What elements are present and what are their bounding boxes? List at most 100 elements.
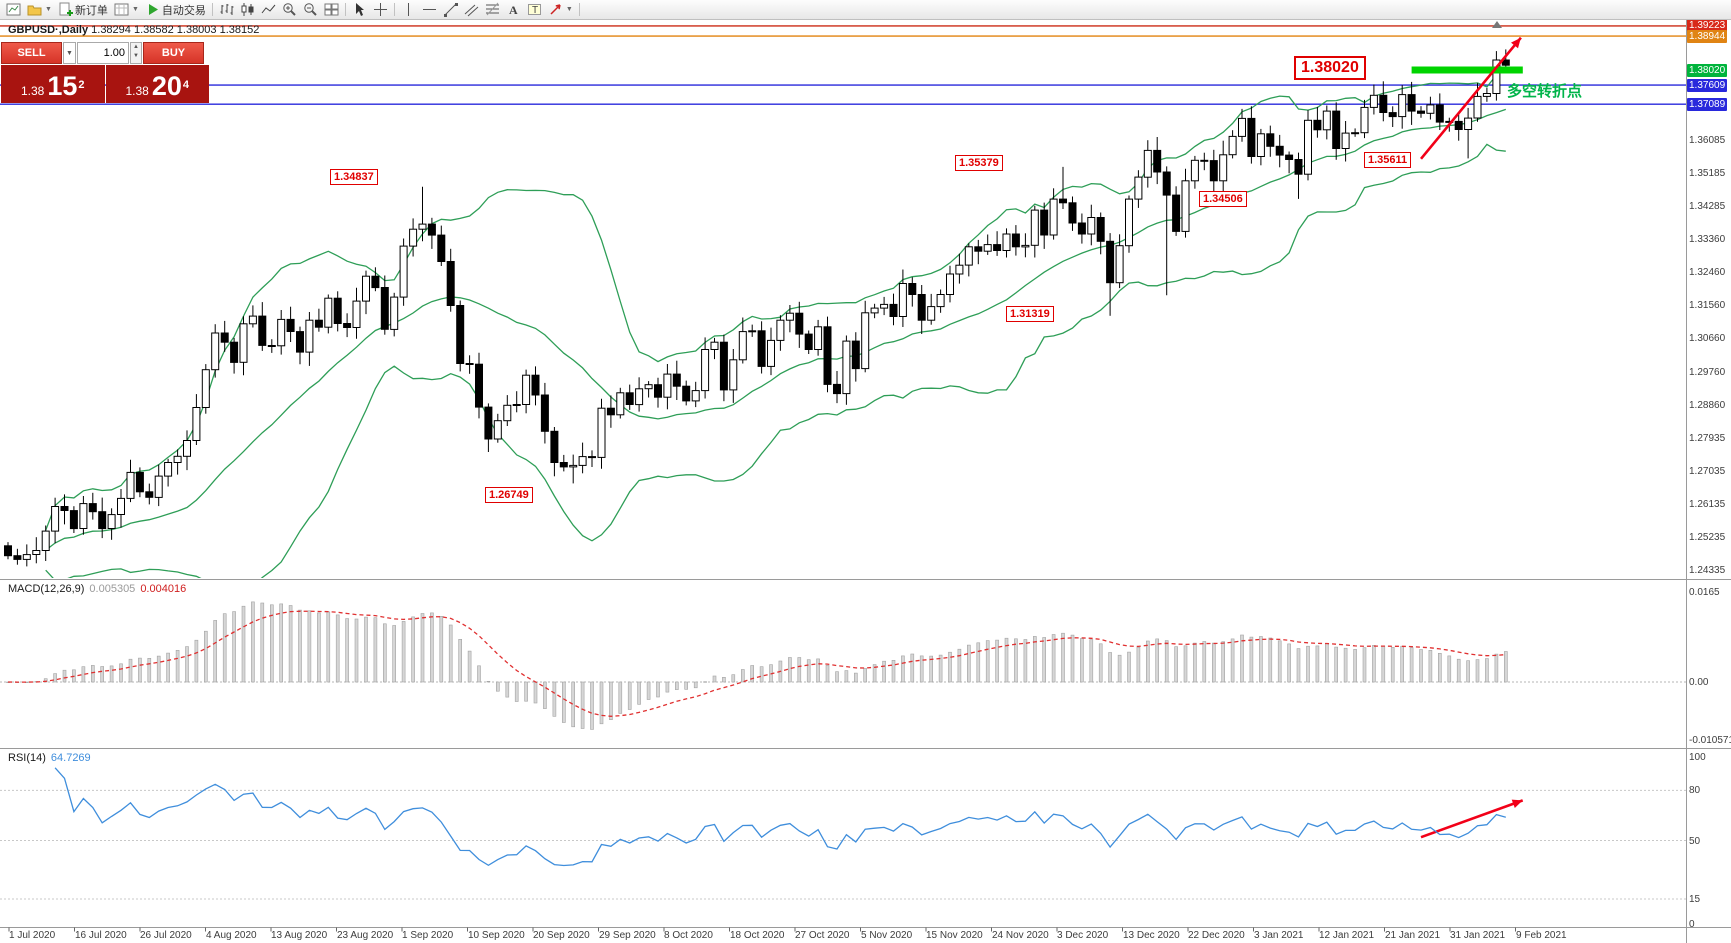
trendline-icon [443, 3, 458, 17]
price-axis-tick: 1.24335 [1689, 565, 1726, 576]
cursor-button[interactable] [349, 0, 370, 19]
horizontal-line-button[interactable] [419, 0, 440, 19]
price-annotation[interactable]: 1.31319 [1006, 306, 1054, 322]
rsi-indicator [0, 767, 1686, 900]
svg-text:A: A [509, 3, 518, 17]
horizontal-level-lines[interactable] [0, 25, 1686, 105]
sell-big-figure: 1.38 [20, 84, 45, 98]
new-order-button[interactable]: 新订单 [55, 0, 111, 19]
turning-point-label[interactable]: 多空转折点 [1507, 83, 1583, 100]
tile-windows-button[interactable] [321, 0, 342, 19]
bar-chart-icon [220, 4, 234, 15]
chart-shift-marker-icon[interactable] [1492, 21, 1502, 28]
price-annotation[interactable]: 1.35379 [955, 155, 1003, 171]
profiles-icon [27, 5, 42, 16]
svg-text:T: T [532, 5, 538, 16]
price-axis-tick: 1.29760 [1689, 367, 1726, 378]
price-annotation[interactable]: 1.34837 [330, 169, 378, 185]
pane-separators[interactable] [0, 20, 1731, 943]
resistance-zone[interactable] [1411, 66, 1523, 74]
text-label-button[interactable]: T [524, 0, 545, 19]
toolbar: ▼ 新订单 ▼ 自动交易 A T ▼ [0, 0, 1731, 20]
stepper-down-icon[interactable]: ▼ [133, 53, 139, 59]
arrows-tool-icon [550, 4, 561, 15]
price-annotation[interactable]: 1.38020 [1294, 56, 1366, 80]
sell-button[interactable]: SELL [1, 42, 62, 64]
sell-pipette: 2 [78, 79, 85, 91]
date-axis-label: 26 Jul 2020 [140, 930, 192, 941]
price-axis-tick: 1.25235 [1689, 532, 1726, 543]
date-axis-label: 15 Nov 2020 [926, 930, 983, 941]
trendline-button[interactable] [440, 0, 461, 19]
crosshair-icon [373, 3, 387, 16]
zoom-out-button[interactable] [300, 0, 321, 19]
toolbar-separator [393, 3, 395, 16]
rsi-axis-tick: 50 [1689, 836, 1701, 847]
crosshair-button[interactable] [370, 0, 391, 19]
macd-axis-tick: -0.010571 [1689, 735, 1731, 746]
buy-pipette: 4 [182, 79, 190, 91]
price-annotation[interactable]: 1.26749 [485, 487, 533, 503]
arrows-tool-button[interactable]: ▼ [545, 0, 576, 19]
caret-down-icon: ▼ [565, 6, 573, 13]
volume-input[interactable] [77, 42, 129, 64]
price-axis-tick: 1.35185 [1689, 168, 1726, 179]
rsi-axis-tick: 15 [1689, 894, 1701, 905]
zoom-in-button[interactable] [279, 0, 300, 19]
buy-price-display[interactable]: 1.38 20 4 [105, 65, 209, 103]
sell-price-display[interactable]: 1.38 15 2 [1, 65, 105, 103]
toolbar-separator [578, 3, 580, 16]
bar-chart-button[interactable] [216, 0, 237, 19]
price-axis-tick: 1.36085 [1689, 135, 1726, 146]
trend-arrow[interactable] [1419, 36, 1522, 160]
price-level-label: 1.39223 [1687, 19, 1728, 32]
cursor-icon [355, 3, 364, 16]
date-axis-label: 18 Oct 2020 [730, 930, 785, 941]
tile-windows-icon [324, 3, 339, 16]
buy-button[interactable]: BUY [143, 42, 204, 64]
date-axis-label: 29 Sep 2020 [599, 930, 656, 941]
rsi-axis-tick: 100 [1689, 752, 1706, 763]
price-axis-tick: 1.27035 [1689, 466, 1726, 477]
line-chart-button[interactable] [258, 0, 279, 19]
macd-histogram [0, 601, 1686, 730]
price-level-label: 1.38020 [1687, 64, 1728, 77]
macd-name: MACD(12,26,9) [8, 583, 85, 595]
volume-dropdown-icon[interactable]: ▼ [63, 42, 76, 64]
equidistant-channel-button[interactable] [461, 0, 482, 19]
trend-arrow[interactable] [1420, 799, 1524, 839]
trade-panel-prices: 1.38 15 2 1.38 20 4 [1, 65, 209, 103]
vertical-line-icon [407, 3, 409, 16]
equidistant-channel-icon [464, 4, 479, 17]
macd-axis-tick: 0.00 [1689, 677, 1709, 688]
new-chart-button[interactable] [3, 0, 24, 19]
line-chart-icon [261, 4, 276, 14]
stepper-up-icon[interactable]: ▲ [133, 44, 139, 50]
buy-big-figure: 1.38 [125, 84, 149, 98]
bollinger-bands[interactable] [45, 66, 1507, 589]
chart-windows-button[interactable]: ▼ [111, 0, 142, 19]
auto-trading-button[interactable]: 自动交易 [142, 0, 209, 19]
price-annotation[interactable]: 1.34506 [1199, 191, 1247, 207]
volume-stepper[interactable]: ▲ ▼ [130, 42, 142, 64]
date-axis-label: 23 Aug 2020 [337, 930, 394, 941]
date-axis-label: 21 Jan 2021 [1385, 930, 1441, 941]
macd-pane-label: MACD(12,26,9) 0.005305 0.004016 [8, 583, 186, 595]
price-annotation[interactable]: 1.35611 [1364, 152, 1412, 168]
chart-ohlc-title: GBPUSD·,Daily 1.38294 1.38582 1.38003 1.… [8, 24, 259, 36]
date-axis-label: 12 Jan 2021 [1319, 930, 1375, 941]
text-button[interactable]: A [503, 0, 524, 19]
vertical-line-button[interactable] [398, 0, 419, 19]
date-axis-label: 16 Jul 2020 [75, 930, 127, 941]
auto-trading-label: 自动交易 [161, 4, 206, 17]
candlestick-chart-button[interactable] [237, 0, 258, 19]
price-axis-tick: 1.27935 [1689, 433, 1726, 444]
profiles-button[interactable]: ▼ [24, 0, 55, 19]
date-axis-label: 24 Nov 2020 [992, 930, 1049, 941]
fibonacci-retracement-button[interactable] [482, 0, 503, 19]
rsi-axis-tick: 80 [1689, 785, 1701, 796]
candlestick-chart-icon [241, 3, 254, 16]
price-axis-tick: 1.32460 [1689, 267, 1726, 278]
